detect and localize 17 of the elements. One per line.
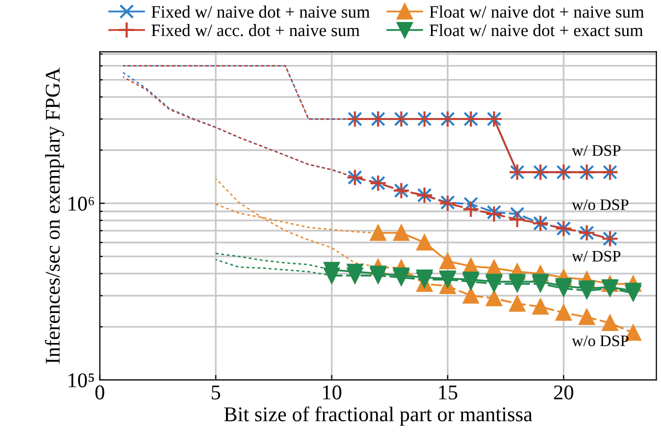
x-tick-label: 20 xyxy=(554,385,574,400)
y-tick-label: 10⁵ xyxy=(68,373,94,388)
x-tick-label: 10 xyxy=(323,385,342,400)
x-tick-label: 15 xyxy=(439,386,458,400)
legend-label: Fixed w/ acc. dot + naive sum xyxy=(151,24,360,36)
y-tick-label: 10⁶ xyxy=(68,196,94,211)
x-tick-label: 5 xyxy=(212,386,220,400)
y-axis-title: Inferences/sec on exemplary FPGA xyxy=(44,68,64,364)
annotation: w/ DSP xyxy=(572,250,620,262)
legend-label: Fixed w/ naive dot + naive sum xyxy=(151,6,370,18)
annotation: w/o DSP xyxy=(572,199,628,210)
x-tick-label: 0 xyxy=(95,385,104,400)
annotation: w/o DSP xyxy=(572,335,628,346)
legend-label: Float w/ naive dot + exact sum xyxy=(430,24,643,36)
x-axis-title: Bit size of fractional part or mantissa xyxy=(224,406,532,426)
legend-label: Float w/ naive dot + naive sum xyxy=(430,6,644,18)
annotation: w/ DSP xyxy=(572,145,620,156)
